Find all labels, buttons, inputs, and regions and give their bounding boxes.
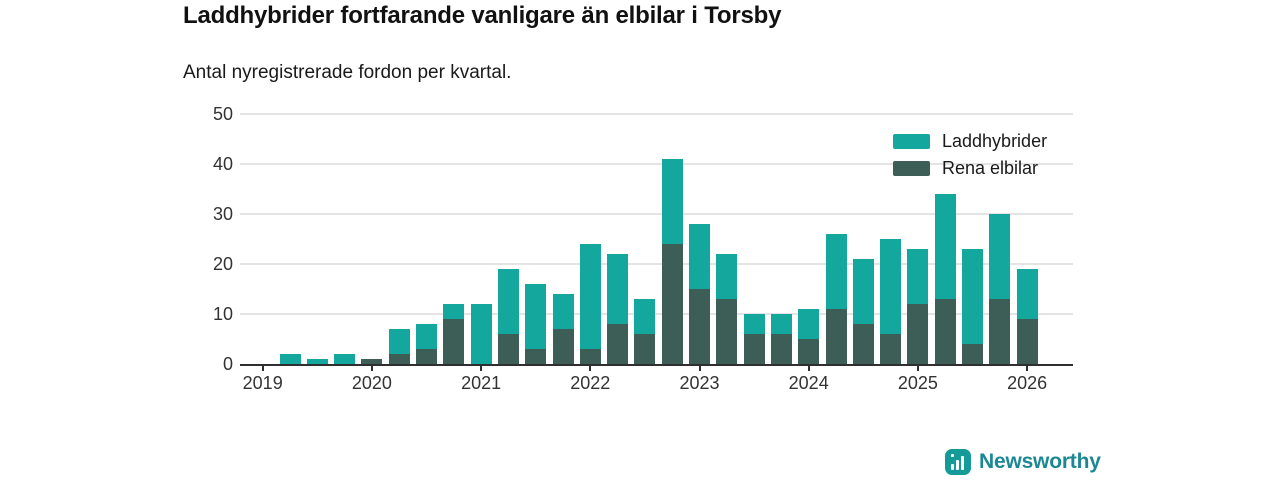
bar-rena-elbilar-2023-Q1 (689, 289, 710, 364)
bar-laddhybrider-2019-Q3 (306, 359, 328, 364)
legend-row-0: Laddhybrider (893, 128, 1047, 155)
x-tick-2025 (916, 364, 919, 371)
y-axis-label-30: 30 (212, 204, 233, 224)
bar-rena-elbilar-2020-Q2 (388, 354, 410, 364)
bar-laddhybrider-2020-Q3 (416, 324, 437, 349)
bar-laddhybrider-2024-Q1 (798, 309, 820, 339)
x-tick-2026 (1026, 364, 1029, 371)
bar-rena-elbilar-2022-Q3 (634, 334, 656, 364)
x-tick-2023 (698, 364, 701, 371)
bar-laddhybrider-2023-Q1 (689, 224, 710, 289)
chart-legend: Laddhybrider Rena elbilar (893, 128, 1047, 182)
y-axis-label-50: 50 (212, 104, 233, 124)
bar-laddhybrider-2020-Q4 (443, 304, 465, 319)
bar-laddhybrider-2019-Q2 (279, 354, 301, 364)
legend-label: Laddhybrider (942, 131, 1048, 151)
chart-title: Laddhybrider fortfarande vanligare än el… (183, 2, 782, 29)
bar-rena-elbilar-2025-Q1 (907, 304, 929, 364)
y-axis-label-40: 40 (212, 154, 233, 174)
bar-rena-elbilar-2021-Q3 (525, 349, 547, 364)
bar-rena-elbilar-2024-Q2 (825, 309, 847, 364)
x-axis-label-2026: 2026 (1007, 373, 1048, 393)
bar-laddhybrider-2023-Q2 (716, 254, 738, 299)
legend-label: Rena elbilar (942, 158, 1039, 178)
bar-rena-elbilar-2025-Q3 (962, 344, 983, 364)
legend-row-1: Rena elbilar (893, 155, 1047, 182)
x-tick-2019 (261, 364, 264, 371)
chart-plot-area (240, 113, 1073, 371)
x-axis-label-2019: 2019 (242, 373, 283, 393)
bar-laddhybrider-2025-Q2 (934, 194, 956, 299)
bar-laddhybrider-2025-Q3 (962, 249, 983, 344)
bar-laddhybrider-2023-Q4 (770, 314, 792, 334)
bar-laddhybrider-2025-Q4 (989, 214, 1011, 299)
bar-laddhybrider-2019-Q4 (334, 354, 356, 364)
bar-rena-elbilar-2022-Q2 (607, 324, 629, 364)
bar-laddhybrider-2024-Q4 (880, 239, 902, 334)
newsworthy-wordmark: Newsworthy (979, 450, 1101, 473)
y-axis-label-0: 0 (222, 354, 233, 374)
bar-laddhybrider-2022-Q2 (607, 254, 629, 324)
bar-rena-elbilar-2024-Q3 (852, 324, 874, 364)
bar-rena-elbilar-2026-Q1 (1016, 319, 1038, 364)
x-tick-2024 (807, 364, 810, 371)
x-axis-label-2025: 2025 (897, 373, 938, 393)
bar-laddhybrider-2022-Q1 (579, 244, 601, 349)
bar-laddhybrider-2021-Q4 (552, 294, 574, 329)
bar-laddhybrider-2026-Q1 (1016, 269, 1038, 319)
bar-rena-elbilar-2025-Q2 (934, 299, 956, 364)
x-tick-2021 (480, 364, 483, 371)
chart-subtitle: Antal nyregistrerade fordon per kvartal. (183, 62, 512, 83)
bar-rena-elbilar-2021-Q4 (552, 329, 574, 364)
y-gridline-20 (240, 263, 1073, 265)
y-gridline-40 (240, 163, 1073, 165)
newsworthy-chart-icon (945, 449, 971, 475)
legend-swatch-icon (893, 134, 930, 149)
bar-laddhybrider-2020-Q2 (388, 329, 410, 354)
bar-rena-elbilar-2020-Q4 (443, 319, 465, 364)
bar-rena-elbilar-2023-Q3 (743, 334, 765, 364)
bar-laddhybrider-2025-Q1 (907, 249, 929, 304)
x-axis-label-2023: 2023 (679, 373, 720, 393)
x-axis-label-2021: 2021 (461, 373, 502, 393)
x-axis-label-2020: 2020 (351, 373, 392, 393)
bar-laddhybrider-2024-Q3 (852, 259, 874, 324)
bar-laddhybrider-2021-Q2 (497, 269, 519, 334)
bar-rena-elbilar-2022-Q1 (579, 349, 601, 364)
bar-laddhybrider-2021-Q3 (525, 284, 547, 349)
bar-rena-elbilar-2024-Q4 (880, 334, 902, 364)
newsworthy-logo: Newsworthy (945, 449, 1101, 475)
bar-laddhybrider-2023-Q3 (743, 314, 765, 334)
y-axis-label-10: 10 (212, 304, 233, 324)
bar-rena-elbilar-2020-Q1 (361, 359, 383, 364)
bar-rena-elbilar-2023-Q4 (770, 334, 792, 364)
x-axis-label-2022: 2022 (570, 373, 611, 393)
x-axis-line (240, 364, 1073, 366)
bar-rena-elbilar-2023-Q2 (716, 299, 738, 364)
y-gridline-30 (240, 213, 1073, 215)
bar-rena-elbilar-2022-Q4 (661, 244, 683, 364)
y-gridline-10 (240, 313, 1073, 315)
bar-laddhybrider-2022-Q3 (634, 299, 656, 334)
bar-rena-elbilar-2021-Q2 (497, 334, 519, 364)
y-gridline-50 (240, 113, 1073, 115)
x-tick-2022 (589, 364, 592, 371)
bar-laddhybrider-2024-Q2 (825, 234, 847, 309)
bar-laddhybrider-2021-Q1 (470, 304, 492, 364)
legend-swatch-icon (893, 161, 930, 176)
bar-rena-elbilar-2024-Q1 (798, 339, 820, 364)
x-axis-label-2024: 2024 (788, 373, 829, 393)
bar-rena-elbilar-2025-Q4 (989, 299, 1011, 364)
y-axis-label-20: 20 (212, 254, 233, 274)
bar-rena-elbilar-2020-Q3 (416, 349, 437, 364)
bar-laddhybrider-2022-Q4 (661, 159, 683, 244)
x-tick-2020 (370, 364, 373, 371)
